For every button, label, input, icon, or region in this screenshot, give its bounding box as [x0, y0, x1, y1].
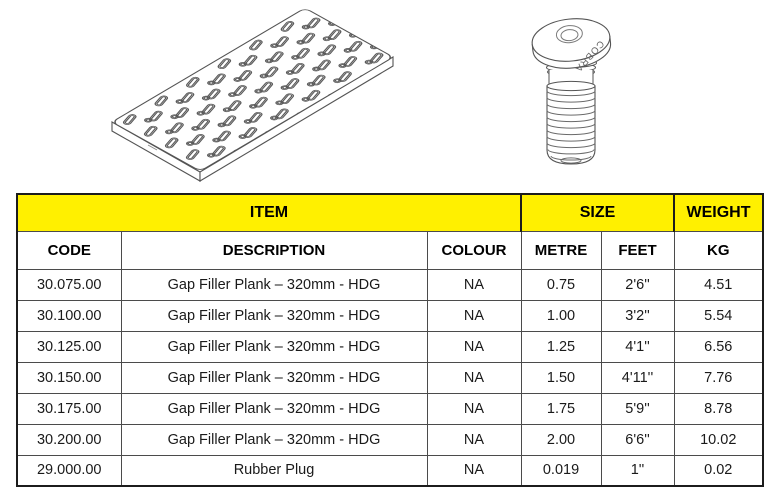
cell-metre: 2.00	[520, 423, 602, 456]
table-row: 29.000.00 Rubber Plug NA 0.019 1'' 0.02	[16, 454, 764, 487]
cell-colour: NA	[426, 299, 522, 332]
cell-kg: 5.54	[673, 299, 764, 332]
cell-colour: NA	[426, 423, 522, 456]
plug-head: COBRA	[531, 18, 612, 74]
cell-code: 30.150.00	[16, 361, 122, 394]
group-header-row: ITEM SIZE WEIGHT	[15, 193, 765, 232]
cell-code: 30.175.00	[16, 392, 122, 425]
rubber-plug-image: COBRA	[531, 18, 612, 165]
col-description: DESCRIPTION	[120, 230, 428, 270]
cell-metre: 1.00	[520, 299, 602, 332]
table-row: 30.125.00 Gap Filler Plank – 320mm - HDG N…	[16, 330, 764, 363]
table-row: 30.075.00 Gap Filler Plank – 320mm - HDG N…	[16, 268, 764, 301]
cell-code: 30.075.00	[16, 268, 122, 301]
plug-thread-ribs	[546, 90, 596, 161]
spec-table: ITEM SIZE WEIGHT CODE DESCRIPTION COLOUR…	[15, 193, 765, 487]
plug-body	[546, 80, 596, 165]
gap-filler-plank-image	[111, 9, 394, 182]
col-code: CODE	[16, 230, 122, 270]
cell-colour: NA	[426, 454, 522, 487]
table-row: 30.100.00 Gap Filler Plank – 320mm - HDG N…	[16, 299, 764, 332]
cell-kg: 6.56	[673, 330, 764, 363]
cell-metre: 0.75	[520, 268, 602, 301]
table-row: 30.200.00 Gap Filler Plank – 320mm - HDG N…	[16, 423, 764, 456]
col-feet: FEET	[600, 230, 675, 270]
cell-code: 30.125.00	[16, 330, 122, 363]
table-body: 30.075.00 Gap Filler Plank – 320mm - HDG N…	[16, 268, 764, 487]
cell-colour: NA	[426, 330, 522, 363]
cell-description: Gap Filler Plank – 320mm - HDG	[120, 299, 428, 332]
header-size: SIZE	[520, 193, 676, 232]
cell-feet: 6'6''	[600, 423, 675, 456]
cell-description: Gap Filler Plank – 320mm - HDG	[120, 268, 428, 301]
cell-feet: 1''	[600, 454, 675, 487]
cell-kg: 4.51	[673, 268, 764, 301]
cell-description: Gap Filler Plank – 320mm - HDG	[120, 361, 428, 394]
cell-metre: 1.75	[520, 392, 602, 425]
col-kg: KG	[673, 230, 764, 270]
cell-description: Gap Filler Plank – 320mm - HDG	[120, 330, 428, 363]
cell-code: 30.100.00	[16, 299, 122, 332]
cell-feet: 3'2''	[600, 299, 675, 332]
col-colour: COLOUR	[426, 230, 522, 270]
cell-metre: 1.25	[520, 330, 602, 363]
column-header-row: CODE DESCRIPTION COLOUR METRE FEET KG	[16, 230, 764, 270]
cell-code: 30.200.00	[16, 423, 122, 456]
cell-feet: 5'9''	[600, 392, 675, 425]
cell-code: 29.000.00	[16, 454, 122, 487]
table-row: 30.150.00 Gap Filler Plank – 320mm - HDG N…	[16, 361, 764, 394]
cell-colour: NA	[426, 392, 522, 425]
cell-feet: 2'6''	[600, 268, 675, 301]
cell-description: Gap Filler Plank – 320mm - HDG	[120, 392, 428, 425]
header-item: ITEM	[15, 193, 523, 232]
cell-metre: 0.019	[520, 454, 602, 487]
cell-kg: 7.76	[673, 361, 764, 394]
plank-edge-notch	[147, 144, 158, 151]
cell-description: Gap Filler Plank – 320mm - HDG	[120, 423, 428, 456]
cell-kg: 8.78	[673, 392, 764, 425]
col-metre: METRE	[520, 230, 602, 270]
cell-colour: NA	[426, 361, 522, 394]
cell-description: Rubber Plug	[120, 454, 428, 487]
plug-tip	[560, 157, 582, 164]
cell-feet: 4'1''	[600, 330, 675, 363]
plug-head-hole-inner	[560, 29, 579, 42]
header-weight: WEIGHT	[673, 193, 765, 232]
cell-colour: NA	[426, 268, 522, 301]
table-row: 30.175.00 Gap Filler Plank – 320mm - HDG N…	[16, 392, 764, 425]
cell-metre: 1.50	[520, 361, 602, 394]
cell-feet: 4'11''	[600, 361, 675, 394]
cell-kg: 10.02	[673, 423, 764, 456]
cell-kg: 0.02	[673, 454, 764, 487]
